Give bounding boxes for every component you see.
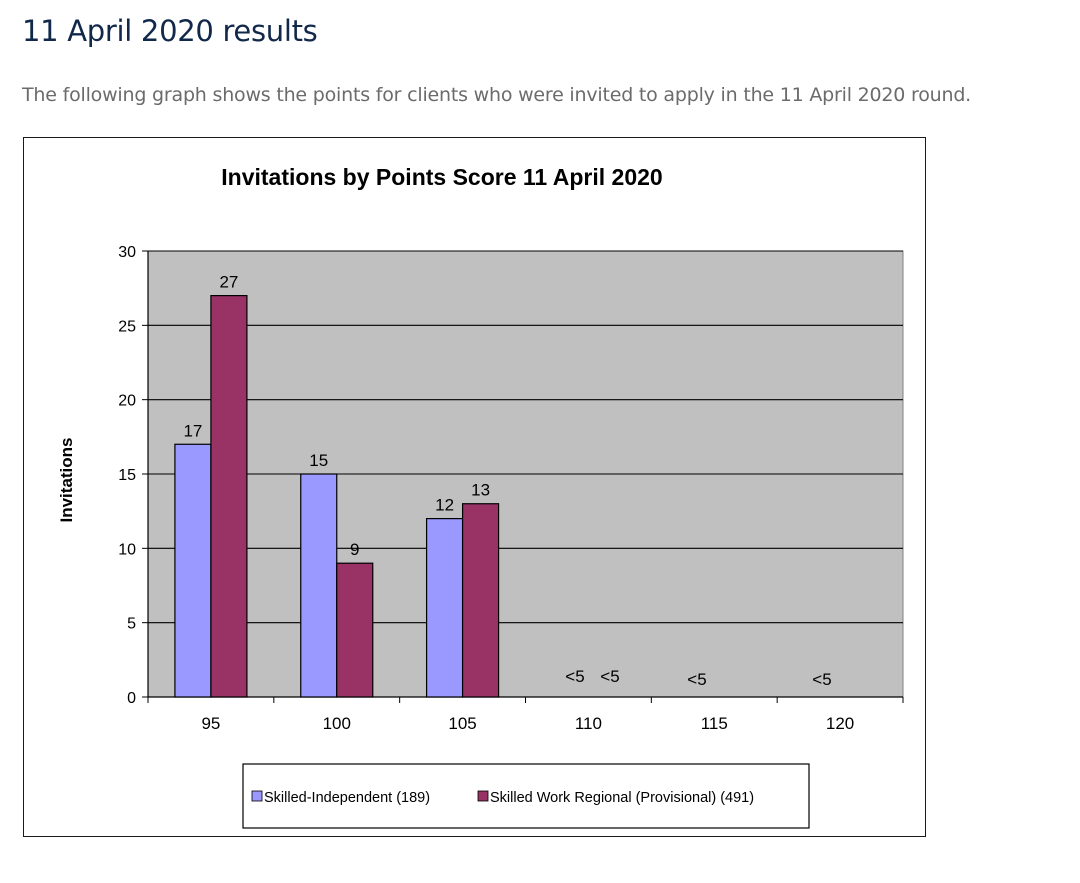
data-label: <5 bbox=[812, 670, 831, 689]
x-tick-label: 95 bbox=[201, 714, 220, 733]
x-tick-label: 110 bbox=[575, 714, 602, 733]
y-tick-label: 0 bbox=[127, 690, 136, 707]
page-title: 11 April 2020 results bbox=[22, 14, 318, 48]
legend-label-skilled-independent: Skilled-Independent (189) bbox=[264, 790, 430, 806]
bar-skilled-independent-100 bbox=[300, 473, 338, 698]
data-label: 13 bbox=[471, 481, 490, 500]
chart-title: Invitations by Points Score 11 April 202… bbox=[221, 164, 662, 190]
x-tick-label: 115 bbox=[701, 714, 728, 733]
y-tick-label: 10 bbox=[118, 541, 136, 558]
y-tick-label: 15 bbox=[118, 467, 136, 484]
bar-skilled-work-regional-95 bbox=[210, 295, 248, 698]
legend: Skilled-Independent (189) Skilled Work R… bbox=[242, 763, 810, 829]
x-tick-label: 120 bbox=[826, 714, 854, 733]
x-tick-label: 100 bbox=[323, 714, 351, 733]
bar-skilled-work-regional-100 bbox=[336, 562, 374, 698]
data-label: 27 bbox=[219, 273, 238, 292]
data-label: 9 bbox=[350, 540, 359, 559]
x-tick-label: 105 bbox=[448, 714, 476, 733]
y-axis-label: Invitations bbox=[57, 437, 76, 522]
data-label: <5 bbox=[687, 670, 706, 689]
legend-swatch-skilled-work-regional bbox=[477, 790, 489, 802]
bar-skilled-independent-95 bbox=[174, 443, 212, 698]
data-label: 17 bbox=[183, 421, 202, 440]
data-label: 15 bbox=[309, 451, 328, 470]
y-tick-label: 20 bbox=[118, 393, 136, 410]
data-label: <5 bbox=[600, 667, 619, 686]
intro-text: The following graph shows the points for… bbox=[22, 84, 972, 106]
bar-skilled-independent-105 bbox=[425, 517, 464, 698]
legend-box bbox=[242, 763, 810, 829]
y-tick-label: 5 bbox=[127, 616, 136, 633]
bar-skilled-work-regional-105 bbox=[461, 503, 500, 698]
data-label: 12 bbox=[435, 496, 454, 515]
data-label: <5 bbox=[565, 667, 584, 686]
y-tick-label: 25 bbox=[118, 318, 136, 335]
y-tick-label: 30 bbox=[118, 244, 136, 261]
legend-swatch-skilled-independent bbox=[251, 790, 263, 802]
legend-label-skilled-work-regional: Skilled Work Regional (Provisional) (491… bbox=[490, 790, 754, 806]
